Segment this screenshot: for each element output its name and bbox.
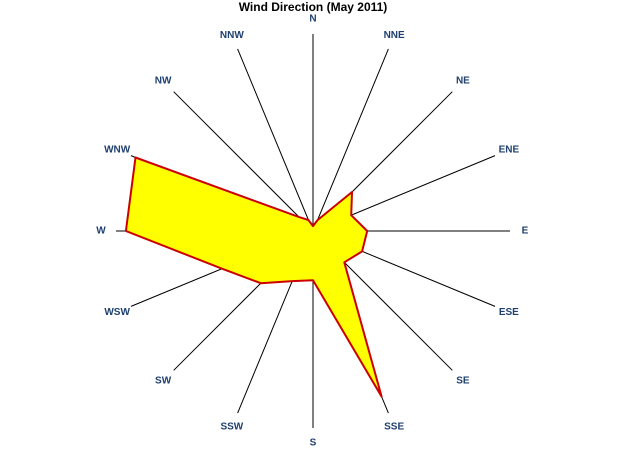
wind-area: [124, 156, 383, 398]
chart-title: Wind Direction (May 2011): [239, 0, 388, 14]
direction-label: SSW: [220, 422, 243, 433]
spoke: [237, 48, 314, 232]
direction-label: N: [309, 14, 316, 25]
direction-label: E: [522, 226, 529, 237]
direction-label: ESE: [499, 307, 519, 318]
spoke: [173, 91, 314, 232]
direction-label: S: [310, 438, 317, 449]
direction-label: SW: [155, 376, 172, 387]
direction-label: WSW: [104, 307, 130, 318]
direction-label: NW: [155, 76, 172, 87]
direction-label: ENE: [499, 145, 520, 156]
spoke: [312, 48, 389, 232]
direction-label: W: [96, 226, 106, 237]
direction-label: WNW: [104, 145, 131, 156]
direction-label: SSE: [384, 422, 404, 433]
direction-label: NE: [456, 76, 470, 87]
direction-label: NNW: [220, 30, 244, 41]
direction-label: NNE: [384, 30, 405, 41]
direction-label: SE: [456, 376, 470, 387]
